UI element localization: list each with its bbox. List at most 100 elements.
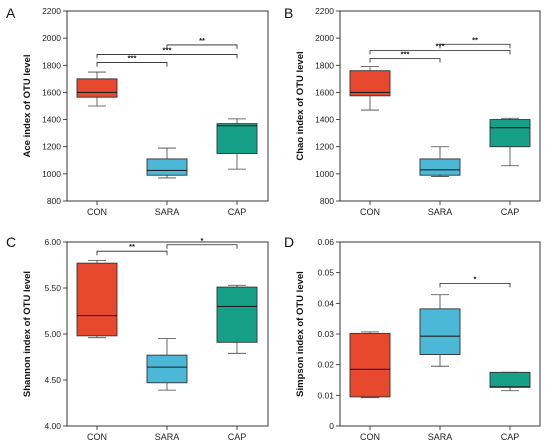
y-tick-label: 1000 [42, 169, 61, 179]
box-body [349, 70, 391, 97]
significance-bracket: ** [166, 36, 238, 49]
significance-label: * [201, 236, 204, 245]
box-cap [489, 117, 531, 167]
box-body [76, 78, 118, 98]
chart-panel-b: 800 1000 1200 1400 1600 1800 2000 2200 CON SARA CA… [284, 5, 541, 217]
y-tick-label: 0.05 [317, 268, 334, 278]
significance-label: * [474, 274, 477, 283]
x-category-label-sara: SARA [428, 207, 453, 217]
x-category-label-sara: SARA [155, 432, 180, 442]
significance-line [369, 49, 511, 55]
y-tick-label: 1600 [315, 87, 334, 97]
box-cap [216, 118, 258, 170]
significance-label: *** [163, 45, 172, 54]
box-body [419, 158, 461, 176]
panel-letter: B [284, 5, 293, 21]
box-body [216, 123, 258, 154]
y-tick-label: 800 [320, 196, 334, 206]
box-sara [146, 338, 188, 391]
chart-panel-a: 800 1000 1200 1400 1600 1800 2000 2200 CON SARA CA… [6, 5, 269, 217]
significance-bracket: * [439, 274, 511, 288]
panel-letter: A [6, 5, 16, 21]
box-con [76, 259, 118, 339]
significance-bracket: *** [96, 54, 168, 67]
box-cap [216, 284, 258, 354]
x-category-label-sara: SARA [428, 432, 453, 442]
x-category-label-sara: SARA [155, 207, 180, 217]
x-category-label-con: CON [360, 432, 380, 442]
box-sara [419, 146, 461, 177]
significance-bracket: ** [439, 35, 511, 49]
panel-letter: C [6, 234, 16, 250]
y-tick-label: 0.01 [317, 390, 334, 400]
y-tick-label: 1600 [42, 87, 61, 97]
box-sara [146, 147, 188, 179]
y-tick-label: 0.06 [317, 237, 334, 247]
y-axis-label: Simpson index of OTU level [295, 271, 306, 397]
significance-bracket: * [166, 236, 238, 249]
y-tick-label: 0 [329, 421, 334, 431]
box-con [76, 71, 118, 107]
chart-panel-d: 0 0.01 0.02 0.03 0.04 0.05 0.06 CON SARA CAP Simps… [284, 234, 541, 442]
y-axis-label: Shannon index of OTU level [22, 271, 33, 397]
significance-label: ** [129, 242, 135, 251]
significance-line [369, 58, 441, 63]
chart-panel-c: 4.00 4.50 5.00 5.50 6.00 CON SARA CAP Shannon in… [6, 234, 269, 442]
box-body [76, 262, 118, 337]
box-con [349, 66, 391, 111]
y-axis-label: Chao index of OTU level [295, 51, 306, 160]
y-tick-label: 2200 [315, 6, 334, 16]
y-tick-label: 1200 [315, 142, 334, 152]
significance-label: *** [128, 54, 137, 63]
significance-line [96, 54, 238, 59]
y-tick-label: 0.04 [317, 298, 334, 308]
y-tick-label: 0.02 [317, 360, 334, 370]
y-tick-label: 0.03 [317, 329, 334, 339]
box-body [419, 308, 461, 355]
y-tick-label: 2200 [42, 6, 61, 16]
significance-line [439, 283, 511, 288]
box-body [349, 332, 391, 398]
x-category-label-cap: CAP [501, 432, 520, 442]
box-sara [419, 294, 461, 367]
significance-line [96, 250, 168, 256]
panel-letter: D [284, 234, 294, 250]
y-tick-label: 1000 [315, 169, 334, 179]
significance-line [96, 62, 168, 67]
y-tick-label: 4.00 [44, 421, 61, 431]
y-tick-label: 4.50 [44, 375, 61, 385]
box-con [349, 331, 391, 399]
significance-label: ** [472, 35, 478, 44]
y-tick-label: 2000 [315, 33, 334, 43]
significance-bracket: *** [96, 45, 238, 59]
box-body [146, 158, 188, 176]
y-axis-label: Ace index of OTU level [22, 55, 33, 158]
y-tick-label: 6.00 [44, 237, 61, 247]
box-body [489, 119, 531, 148]
x-category-label-con: CON [87, 432, 107, 442]
box-cap [489, 371, 531, 392]
y-tick-label: 5.50 [44, 283, 61, 293]
significance-bracket: *** [369, 50, 441, 63]
x-category-label-cap: CAP [228, 207, 247, 217]
x-category-label-con: CON [360, 207, 380, 217]
x-category-label-con: CON [87, 207, 107, 217]
significance-line [166, 244, 238, 249]
x-category-label-cap: CAP [501, 207, 520, 217]
y-tick-label: 2000 [42, 33, 61, 43]
significance-line [166, 44, 238, 49]
y-tick-label: 1800 [315, 60, 334, 70]
x-category-label-cap: CAP [228, 432, 247, 442]
y-tick-label: 1400 [315, 115, 334, 125]
significance-line [439, 43, 511, 49]
y-tick-label: 1800 [42, 60, 61, 70]
y-tick-label: 1200 [42, 142, 61, 152]
significance-label: ** [199, 36, 205, 45]
box-body [216, 286, 258, 343]
y-tick-label: 1400 [42, 115, 61, 125]
plot-frame [66, 10, 269, 202]
y-tick-label: 5.00 [44, 329, 61, 339]
box-body [146, 354, 188, 384]
significance-bracket: ** [96, 242, 168, 256]
